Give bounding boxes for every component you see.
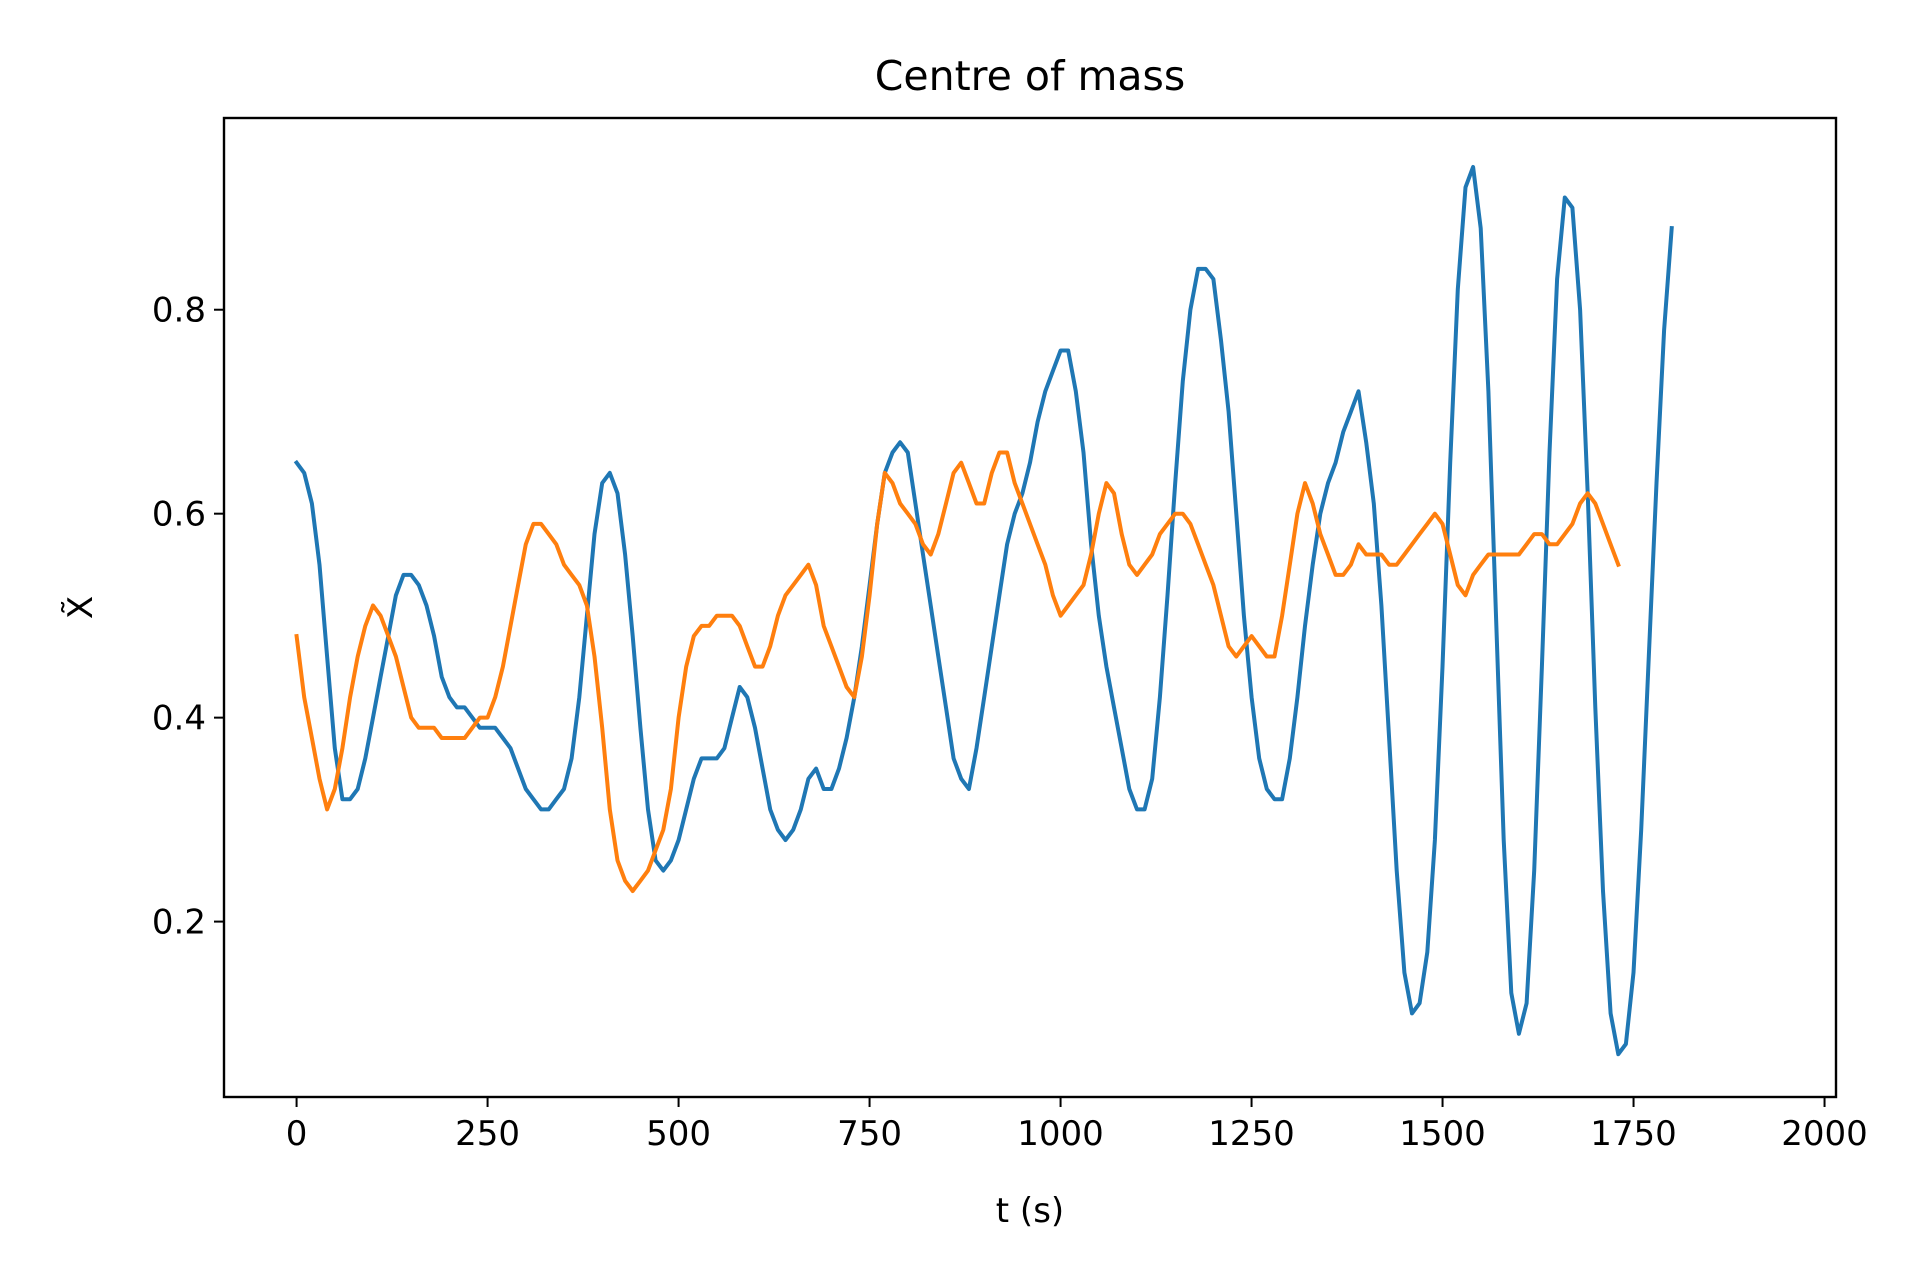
x-tick-label: 2000	[1781, 1114, 1868, 1154]
y-tick-label: 0.4	[152, 699, 206, 739]
x-tick-label: 1250	[1208, 1114, 1295, 1154]
plot-area	[224, 118, 1836, 1097]
y-axis-label: X̃	[61, 596, 101, 619]
x-tick-label: 0	[286, 1114, 308, 1154]
x-axis-label: t (s)	[996, 1191, 1064, 1231]
chart-title: Centre of mass	[875, 52, 1185, 100]
plot-frame	[222, 116, 1838, 1099]
y-tick-label: 0.8	[152, 291, 206, 331]
series-layer	[293, 165, 1674, 1057]
x-tick-label: 1500	[1399, 1114, 1486, 1154]
y-tick-label: 0.6	[152, 495, 206, 535]
y-tick-label: 0.2	[152, 903, 206, 943]
series-line-1	[293, 165, 1674, 1057]
x-tick-label: 250	[455, 1114, 520, 1154]
x-tick-label: 1750	[1590, 1114, 1677, 1154]
x-axis: 0 250 500 750 1000 1250 1500 1750 2000	[286, 1097, 1868, 1154]
x-tick-label: 1000	[1017, 1114, 1104, 1154]
x-tick-label: 500	[646, 1114, 711, 1154]
series-line-2	[294, 450, 1621, 893]
x-tick-label: 750	[837, 1114, 902, 1154]
y-axis: 0.2 0.4 0.6 0.8	[152, 291, 224, 943]
